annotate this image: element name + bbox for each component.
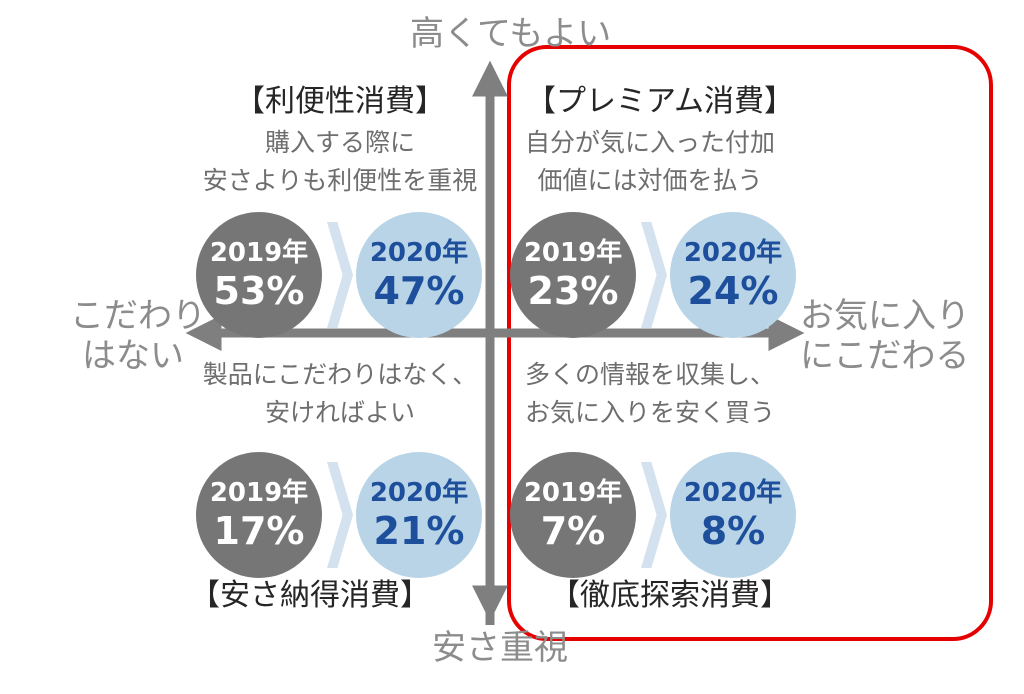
quadrant-title-cheap: 【安さ納得消費】 — [190, 578, 430, 613]
axis-left-label: こだわり はない — [70, 296, 206, 376]
circle-2020-cheap: 2020年 21% — [356, 452, 482, 578]
quadrant-desc-thorough: 多くの情報を収集し、 お気に入りを安く買う — [524, 360, 775, 427]
circle-2019-thorough: 2019年 7% — [510, 452, 636, 578]
quadrant-title-convenience: 【利便性消費】 — [235, 84, 445, 119]
circle-2020-premium: 2020年 24% — [670, 212, 796, 338]
quadrant-title-premium: 【プレミアム消費】 — [526, 84, 794, 119]
highlight-frame — [507, 45, 993, 641]
axis-bottom-label: 安さ重視 — [432, 628, 568, 668]
axis-right-label: お気に入り にこだわる — [800, 296, 970, 376]
quadrant-desc-premium: 自分が気に入った付加 価値には対価を払う — [524, 128, 775, 195]
circle-2019-premium: 2019年 23% — [510, 212, 636, 338]
circle-2019-convenience: 2019年 53% — [196, 212, 322, 338]
quadrant-desc-cheap: 製品にこだわりはなく、 安ければよい — [202, 360, 478, 427]
quadrant-desc-convenience: 購入する際に 安さよりも利便性を重視 — [202, 128, 478, 195]
circle-2019-cheap: 2019年 17% — [196, 452, 322, 578]
circle-2020-thorough: 2020年 8% — [670, 452, 796, 578]
quadrant-title-thorough: 【徹底探索消費】 — [550, 578, 790, 613]
circle-2020-convenience: 2020年 47% — [356, 212, 482, 338]
axis-top-label: 高くてもよい — [410, 14, 612, 54]
